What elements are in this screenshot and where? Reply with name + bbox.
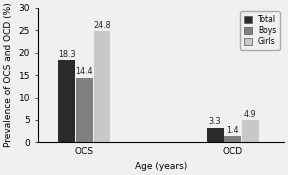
Bar (224, 136, 241, 142)
Bar (76, 78, 93, 142)
Bar (94, 31, 110, 142)
Y-axis label: Prevalence of OCS and OCD (%): Prevalence of OCS and OCD (%) (4, 3, 13, 147)
Text: 3.3: 3.3 (209, 117, 221, 126)
Text: 14.4: 14.4 (75, 67, 93, 76)
Legend: Total, Boys, Girls: Total, Boys, Girls (240, 12, 280, 50)
Bar (58, 60, 75, 142)
X-axis label: Age (years): Age (years) (135, 162, 187, 171)
Bar (242, 120, 259, 142)
Text: 4.9: 4.9 (244, 110, 257, 119)
Text: 1.4: 1.4 (227, 126, 239, 135)
Text: 18.3: 18.3 (58, 50, 75, 59)
Bar (207, 128, 223, 142)
Text: 24.8: 24.8 (93, 21, 111, 30)
